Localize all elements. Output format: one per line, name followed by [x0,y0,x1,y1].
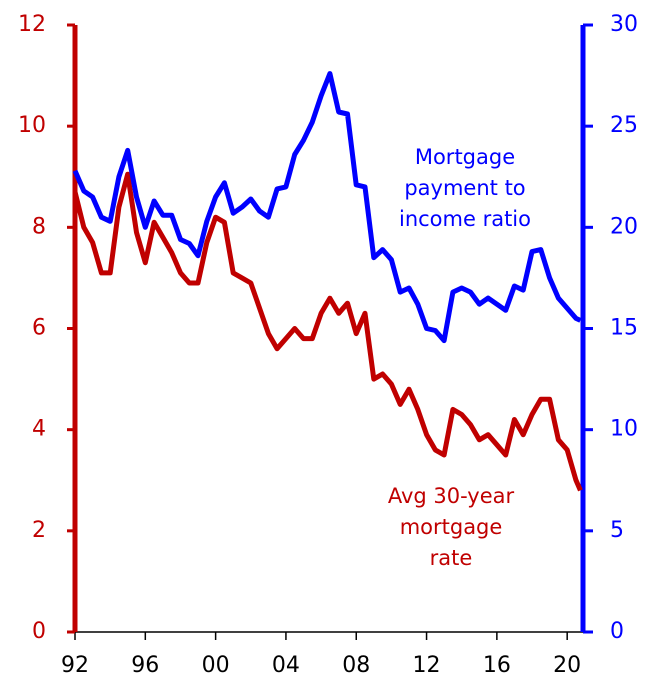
y-tick-label: 2 [32,518,46,543]
y2-tick-label: 5 [610,518,624,543]
x-tick-label: 96 [131,653,159,678]
annotation: rate [430,546,473,570]
y-tick-label: 6 [32,316,46,341]
series-line [72,171,583,492]
x-tick-label: 92 [61,653,89,678]
series-line [72,71,582,344]
y2-tick-label: 15 [610,316,638,341]
annotation: mortgage [400,515,503,539]
y-tick-label: 8 [32,214,46,239]
annotation: income ratio [399,207,531,231]
x-tick-label: 00 [202,653,230,678]
x-tick-label: 04 [272,653,300,678]
annotation: Avg 30-year [388,484,515,508]
y2-tick-label: 0 [610,619,624,644]
annotation: payment to [404,176,525,200]
y-tick-label: 12 [18,12,46,37]
x-tick-label: 16 [483,653,511,678]
y2-tick-label: 10 [610,417,638,442]
annotation: Mortgage [415,145,515,169]
y-tick-label: 10 [18,113,46,138]
y2-tick-label: 25 [610,113,638,138]
y-tick-label: 0 [32,619,46,644]
y2-tick-label: 30 [610,12,638,37]
x-tick-label: 20 [553,653,581,678]
y-tick-label: 4 [32,417,46,442]
x-tick-label: 08 [342,653,370,678]
y2-tick-label: 20 [610,214,638,239]
x-tick-label: 12 [413,653,441,678]
